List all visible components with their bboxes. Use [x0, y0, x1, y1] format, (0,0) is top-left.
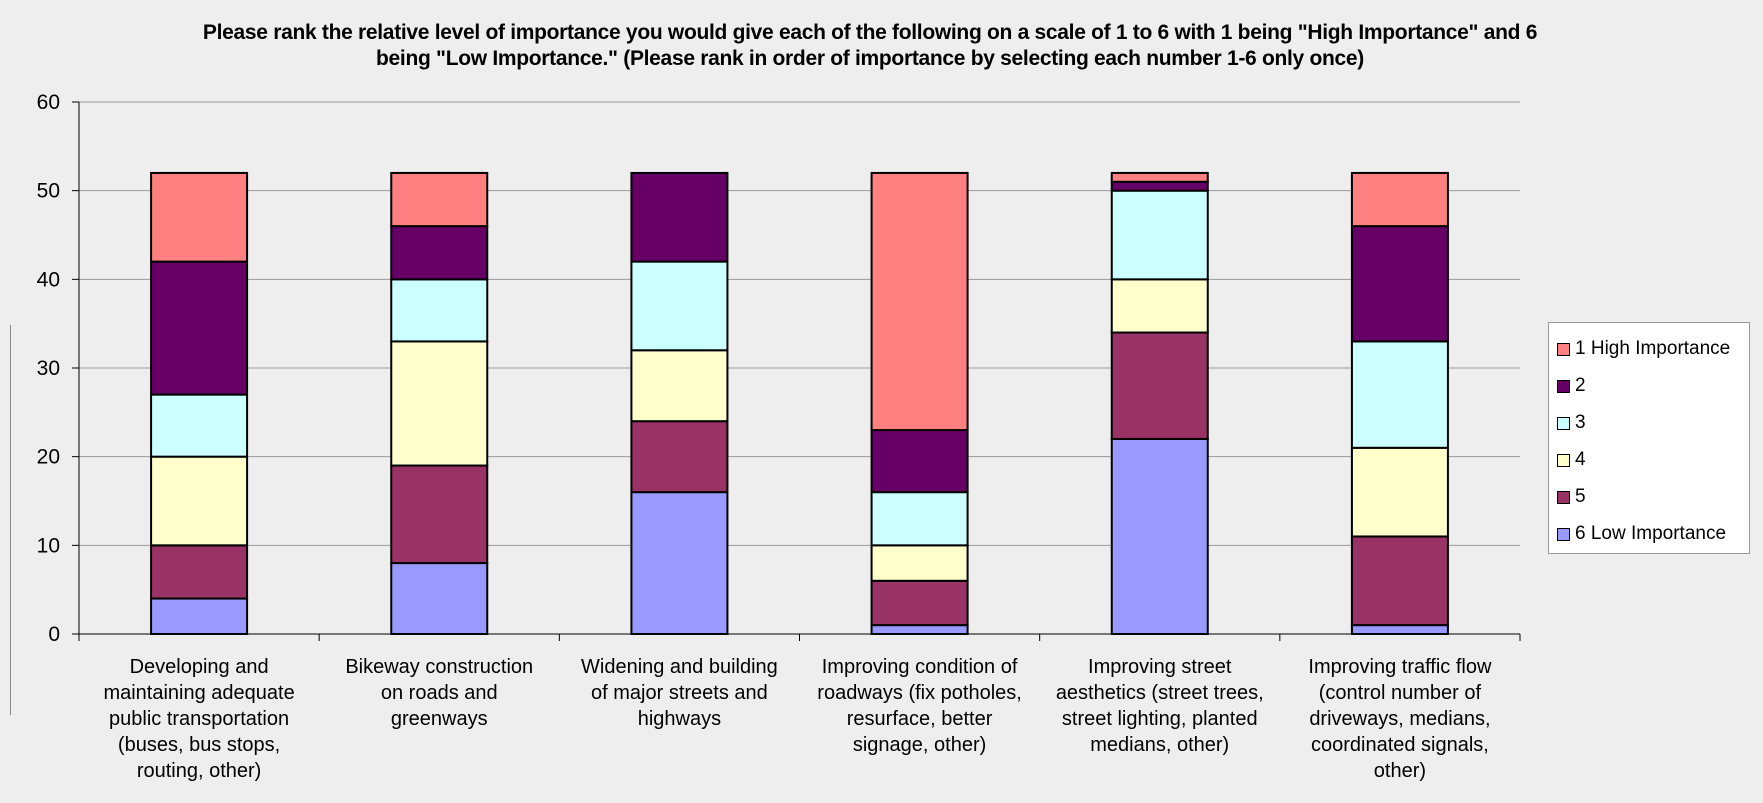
bar-segment — [390, 464, 489, 565]
bar-segment — [870, 491, 969, 547]
bar-segment — [630, 260, 729, 352]
y-tick-label: 0 — [48, 623, 60, 646]
x-category-label: signage, other) — [853, 734, 986, 756]
bar-segment — [1350, 446, 1449, 538]
x-category-label: highways — [638, 708, 721, 730]
bar-segment — [150, 455, 249, 547]
x-category-label: coordinated signals, — [1311, 734, 1489, 756]
bar-segment — [1110, 331, 1209, 440]
bar-segment — [1350, 535, 1449, 627]
legend-label: 1 High Importance — [1575, 338, 1731, 359]
x-category-label: of major streets and — [591, 682, 768, 704]
x-category-label: (control number of — [1319, 682, 1482, 704]
bar-segment — [870, 624, 969, 636]
bar-segment — [870, 544, 969, 582]
legend-swatch — [1557, 416, 1570, 430]
x-category-label: roadways (fix potholes, — [817, 682, 1022, 704]
legend-item: 6 Low Importance — [1557, 523, 1726, 545]
bar-segment — [150, 597, 249, 635]
bar-segment — [630, 491, 729, 635]
x-category-label: Widening and building — [581, 656, 778, 678]
x-category-label: routing, other) — [137, 760, 262, 782]
legend-item: 4 — [1557, 449, 1586, 471]
legend-swatch — [1557, 527, 1570, 541]
chart-title: Please rank the relative level of import… — [140, 20, 1600, 72]
legend-swatch — [1557, 453, 1570, 467]
chart-title-line-2: being "Low Importance." (Please rank in … — [376, 47, 1364, 70]
x-category-label: driveways, medians, — [1309, 708, 1490, 730]
legend-label: 4 — [1575, 449, 1586, 470]
legend-item: 1 High Importance — [1557, 338, 1730, 360]
legend-item: 2 — [1557, 375, 1586, 397]
x-category-label: greenways — [391, 708, 488, 730]
left-border-mark — [10, 325, 11, 715]
x-category-label: street lighting, planted — [1062, 708, 1258, 730]
x-category-label: medians, other) — [1090, 734, 1229, 756]
bar-segment — [1110, 437, 1209, 635]
x-category-label: public transportation — [109, 708, 289, 730]
bar-segment — [390, 562, 489, 635]
x-category-label: Improving street — [1088, 656, 1232, 678]
bar-segment — [630, 349, 729, 423]
y-tick-label: 30 — [37, 357, 60, 380]
x-category-label: (buses, bus stops, — [118, 734, 280, 756]
bar-segment — [1350, 171, 1449, 228]
bar-segment — [390, 340, 489, 467]
legend-label: 3 — [1575, 412, 1586, 433]
y-tick-label: 10 — [37, 534, 60, 557]
bar-segment — [1350, 624, 1449, 636]
legend-item: 3 — [1557, 412, 1586, 434]
chart-title-line-1: Please rank the relative level of import… — [202, 21, 1538, 44]
chart-legend: 1 High Importance 2 3 4 5 6 Low Importance — [1548, 322, 1750, 554]
x-category-label: Improving traffic flow — [1308, 656, 1492, 678]
x-category-label: resurface, better — [847, 708, 993, 730]
bar-segment — [630, 171, 729, 263]
bar-segment — [1350, 340, 1449, 449]
x-category-label: Developing and — [130, 656, 269, 678]
legend-label: 5 — [1575, 486, 1586, 507]
legend-swatch — [1557, 342, 1570, 356]
legend-label: 6 Low Importance — [1575, 523, 1727, 544]
bar-segment — [1110, 189, 1209, 281]
bar-segment — [1350, 225, 1449, 343]
bar-segment — [1110, 180, 1209, 192]
bar-segment — [1110, 171, 1209, 183]
x-category-label: other) — [1374, 760, 1426, 782]
bar-segment — [150, 260, 249, 396]
y-tick-label: 20 — [37, 446, 60, 469]
bar-segment — [390, 171, 489, 228]
bar-segment — [870, 429, 969, 494]
bar-segment — [150, 171, 249, 263]
bar-segment — [870, 171, 969, 432]
legend-swatch — [1557, 490, 1570, 504]
legend-label: 2 — [1575, 375, 1586, 396]
bar-segment — [150, 393, 249, 458]
bar-segment — [150, 544, 249, 600]
x-category-label: aesthetics (street trees, — [1056, 682, 1264, 704]
bar-segment — [630, 420, 729, 494]
legend-swatch — [1557, 379, 1570, 393]
y-tick-label: 40 — [37, 268, 60, 291]
bar-segment — [1110, 278, 1209, 334]
legend-item: 5 — [1557, 486, 1586, 508]
bar-segment — [870, 579, 969, 627]
x-category-label: maintaining adequate — [103, 682, 294, 704]
x-category-label: Improving condition of — [822, 656, 1018, 678]
x-category-label: on roads and — [381, 682, 498, 704]
y-tick-label: 50 — [37, 180, 60, 203]
bar-segment — [390, 225, 489, 281]
x-category-label: Bikeway construction — [345, 656, 533, 678]
bar-segment — [390, 278, 489, 343]
y-tick-label: 60 — [37, 91, 60, 114]
